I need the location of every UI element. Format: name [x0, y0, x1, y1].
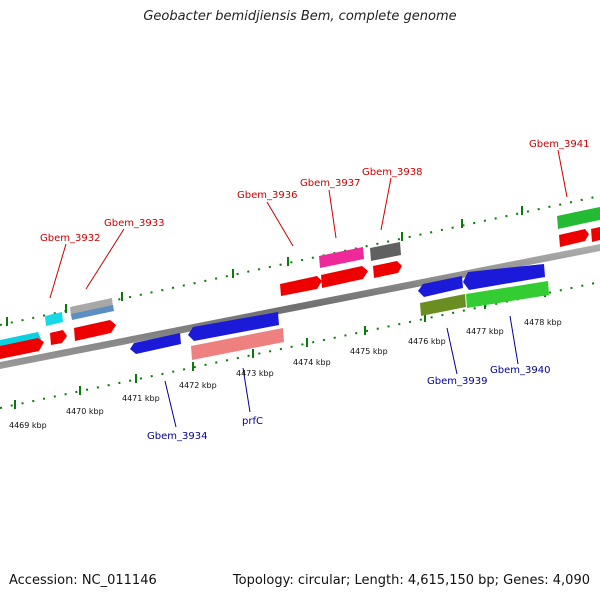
gene-arrow[interactable] — [420, 294, 466, 316]
kbp-label: 4478 kbp — [524, 318, 562, 327]
gene-label[interactable]: Gbem_3932 — [40, 233, 100, 244]
kbp-scale-labels: 4469 kbp 4470 kbp 4471 kbp 4472 kbp 4473… — [9, 318, 562, 430]
gene-arrow[interactable] — [557, 209, 590, 229]
gene-label[interactable]: Gbem_3938 — [362, 167, 422, 178]
genome-backbone — [0, 244, 600, 369]
genome-summary-text: Topology: circular; Length: 4,615,150 bp… — [232, 573, 590, 588]
gene-arrow[interactable] — [130, 333, 181, 354]
gene-arrow[interactable] — [319, 247, 364, 268]
gene-label[interactable]: Gbem_3941 — [529, 139, 589, 150]
gene-arrow[interactable] — [70, 298, 113, 316]
kbp-label: 4477 kbp — [466, 327, 504, 336]
kbp-label: 4476 kbp — [408, 337, 446, 346]
gene-arrow[interactable] — [191, 328, 284, 360]
gene-label[interactable]: Gbem_3936 — [237, 190, 297, 201]
reverse-gene-labels: Gbem_3934 prfC Gbem_3939 Gbem_3940 — [147, 315, 550, 442]
gene-label[interactable]: prfC — [242, 416, 263, 427]
gene-arrow[interactable] — [463, 264, 545, 290]
gene-arrow[interactable] — [370, 242, 401, 261]
accession-text: Accession: NC_011146 — [9, 573, 157, 588]
gene-label[interactable]: Gbem_3934 — [147, 431, 207, 442]
kbp-label: 4473 kbp — [236, 369, 274, 378]
gene-arrow[interactable] — [590, 207, 600, 222]
gene-arrow[interactable] — [280, 276, 322, 296]
gene-label[interactable]: Gbem_3939 — [427, 376, 487, 387]
map-title: Geobacter bemidjiensis Bem, complete gen… — [143, 9, 457, 24]
reverse-genes-track — [130, 264, 549, 360]
gene-arrow[interactable] — [559, 229, 589, 247]
kbp-label: 4470 kbp — [66, 407, 104, 416]
gene-arrow[interactable] — [71, 305, 114, 320]
forward-genes-track — [0, 207, 600, 359]
kbp-label: 4472 kbp — [179, 381, 217, 390]
kbp-label: 4469 kbp — [9, 421, 47, 430]
kbp-label: 4471 kbp — [122, 394, 160, 403]
gene-arrow[interactable] — [321, 266, 368, 288]
kbp-label: 4475 kbp — [350, 347, 388, 356]
forward-gene-labels: Gbem_3932 Gbem_3933 Gbem_3936 Gbem_3937 … — [40, 139, 589, 299]
gene-arrow[interactable] — [0, 338, 44, 359]
gene-arrow[interactable] — [591, 227, 600, 242]
gene-label[interactable]: Gbem_3933 — [104, 218, 164, 229]
gene-label[interactable]: Gbem_3937 — [300, 178, 360, 189]
gene-arrow[interactable] — [373, 261, 402, 278]
gene-label[interactable]: Gbem_3940 — [490, 365, 550, 376]
kbp-label: 4474 kbp — [293, 358, 331, 367]
gene-arrow[interactable] — [188, 312, 279, 341]
gene-arrow[interactable] — [50, 330, 67, 345]
gene-arrow[interactable] — [45, 312, 63, 326]
gene-arrow[interactable] — [418, 276, 463, 297]
gene-arrow[interactable] — [466, 281, 549, 308]
gene-arrow[interactable] — [74, 320, 116, 341]
